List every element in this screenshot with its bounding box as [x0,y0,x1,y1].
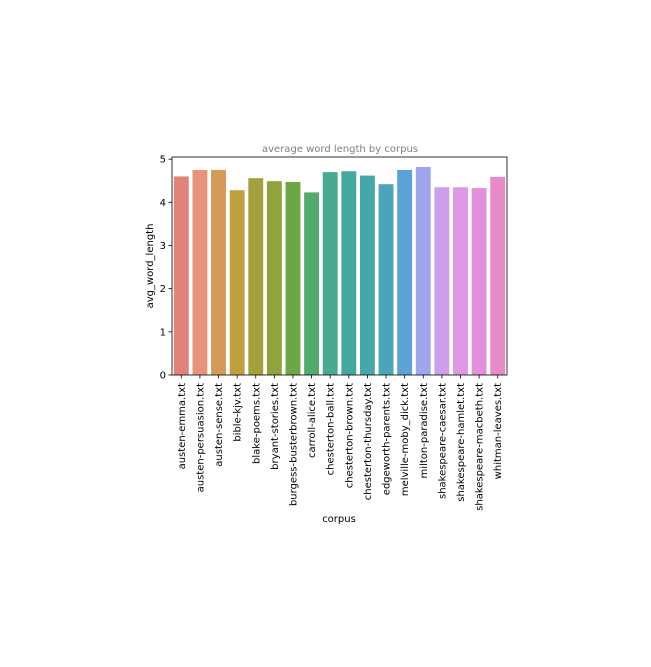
x-tick-label: carroll-alice.txt [307,383,318,458]
x-tick-label: chesterton-brown.txt [344,383,355,488]
bar-blake-poems-txt [248,178,264,375]
bar-chesterton-thursday-txt [359,175,375,375]
y-tick-label: 3 [160,241,166,252]
y-tick-label: 1 [160,327,166,338]
x-tick-label: austen-persuasion.txt [195,383,206,492]
x-tick-label: bible-kjv.txt [233,383,244,442]
x-tick-label: blake-poems.txt [251,383,262,464]
bar-shakespeare-macbeth-txt [471,188,487,375]
bar-austen-sense-txt [211,169,226,375]
x-tick-label: shakespeare-hamlet.txt [456,383,467,502]
bar-burgess-busterbrown-txt [285,182,301,375]
x-axis: austen-emma.txt austen-persuasion.txt aust… [177,375,504,511]
x-tick-label: austen-emma.txt [177,383,188,469]
bar-whitman-leaves-txt [490,176,506,375]
x-axis-label: corpus [322,514,356,525]
bars-group [173,166,506,375]
x-tick-label: melville-moby_dick.txt [400,383,411,496]
bar-bryant-stories-txt [266,181,282,375]
y-axis-label: avg_word_length [145,224,156,309]
bar-milton-paradise-txt [415,166,431,375]
x-tick-label: shakespeare-macbeth.txt [475,383,486,511]
bar-edgeworth-parents-txt [378,184,394,375]
x-tick-label: milton-paradise.txt [419,383,430,479]
y-tick-label: 0 [160,371,166,382]
bar-carroll-alice-txt [304,192,320,375]
plot-frame [171,156,508,376]
y-tick-label: 4 [160,198,166,209]
bar-melville-moby-dick-txt [397,169,413,375]
bar-shakespeare-hamlet-txt [453,187,468,375]
x-tick-label: burgess-busterbrown.txt [288,383,299,506]
bar-chesterton-ball-txt [322,172,338,375]
bar-austen-emma-txt [173,176,189,375]
x-tick-label: edgeworth-parents.txt [382,383,393,495]
y-tick-label: 5 [160,155,166,166]
x-tick-label: bryant-stories.txt [270,383,281,470]
x-tick-label: shakespeare-caesar.txt [437,383,448,499]
bar-chesterton-brown-txt [341,171,357,375]
x-tick-label: austen-sense.txt [214,383,225,467]
chart-title: average word length by corpus [262,144,418,155]
bar-shakespeare-caesar-txt [434,187,450,375]
x-tick-label: chesterton-ball.txt [326,383,337,475]
x-tick-label: chesterton-thursday.txt [363,383,374,500]
bar-austen-persuasion-txt [192,169,208,375]
x-tick-label: whitman-leaves.txt [493,383,504,479]
bar-bible-kjv-txt [229,190,245,375]
y-tick-label: 2 [160,284,166,295]
y-axis: 0 1 2 3 4 5 [160,155,172,382]
